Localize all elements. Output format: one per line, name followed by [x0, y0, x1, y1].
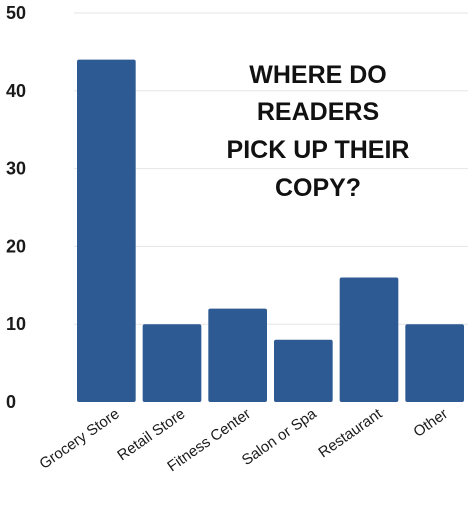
y-tick-label: 30	[6, 159, 26, 179]
y-tick-label: 10	[6, 314, 26, 334]
chart-title-line-4: COPY?	[275, 174, 361, 202]
y-tick-label: 20	[6, 236, 26, 256]
chart-title-line-1: WHERE DO	[249, 61, 387, 89]
y-tick-label: 0	[6, 392, 16, 412]
bar	[339, 277, 399, 402]
bar	[405, 324, 464, 402]
bar	[274, 339, 333, 402]
chart-title-line-3: PICK UP THEIR	[227, 136, 410, 164]
y-axis-ticks: 0 10 20 30 40 50	[6, 3, 26, 412]
bars	[77, 59, 464, 403]
x-category-label: Salon or Spa	[239, 405, 320, 469]
x-category-label: Other	[410, 405, 450, 440]
bar	[208, 308, 267, 402]
bar	[77, 59, 136, 403]
chart-title-line-2: READERS	[257, 98, 379, 126]
bar	[142, 324, 202, 402]
y-tick-label: 40	[6, 81, 26, 101]
x-category-label: Restaurant	[315, 405, 386, 461]
gridlines	[74, 12, 468, 325]
x-category-label: Grocery Store	[36, 405, 122, 472]
y-tick-label: 50	[6, 3, 26, 23]
